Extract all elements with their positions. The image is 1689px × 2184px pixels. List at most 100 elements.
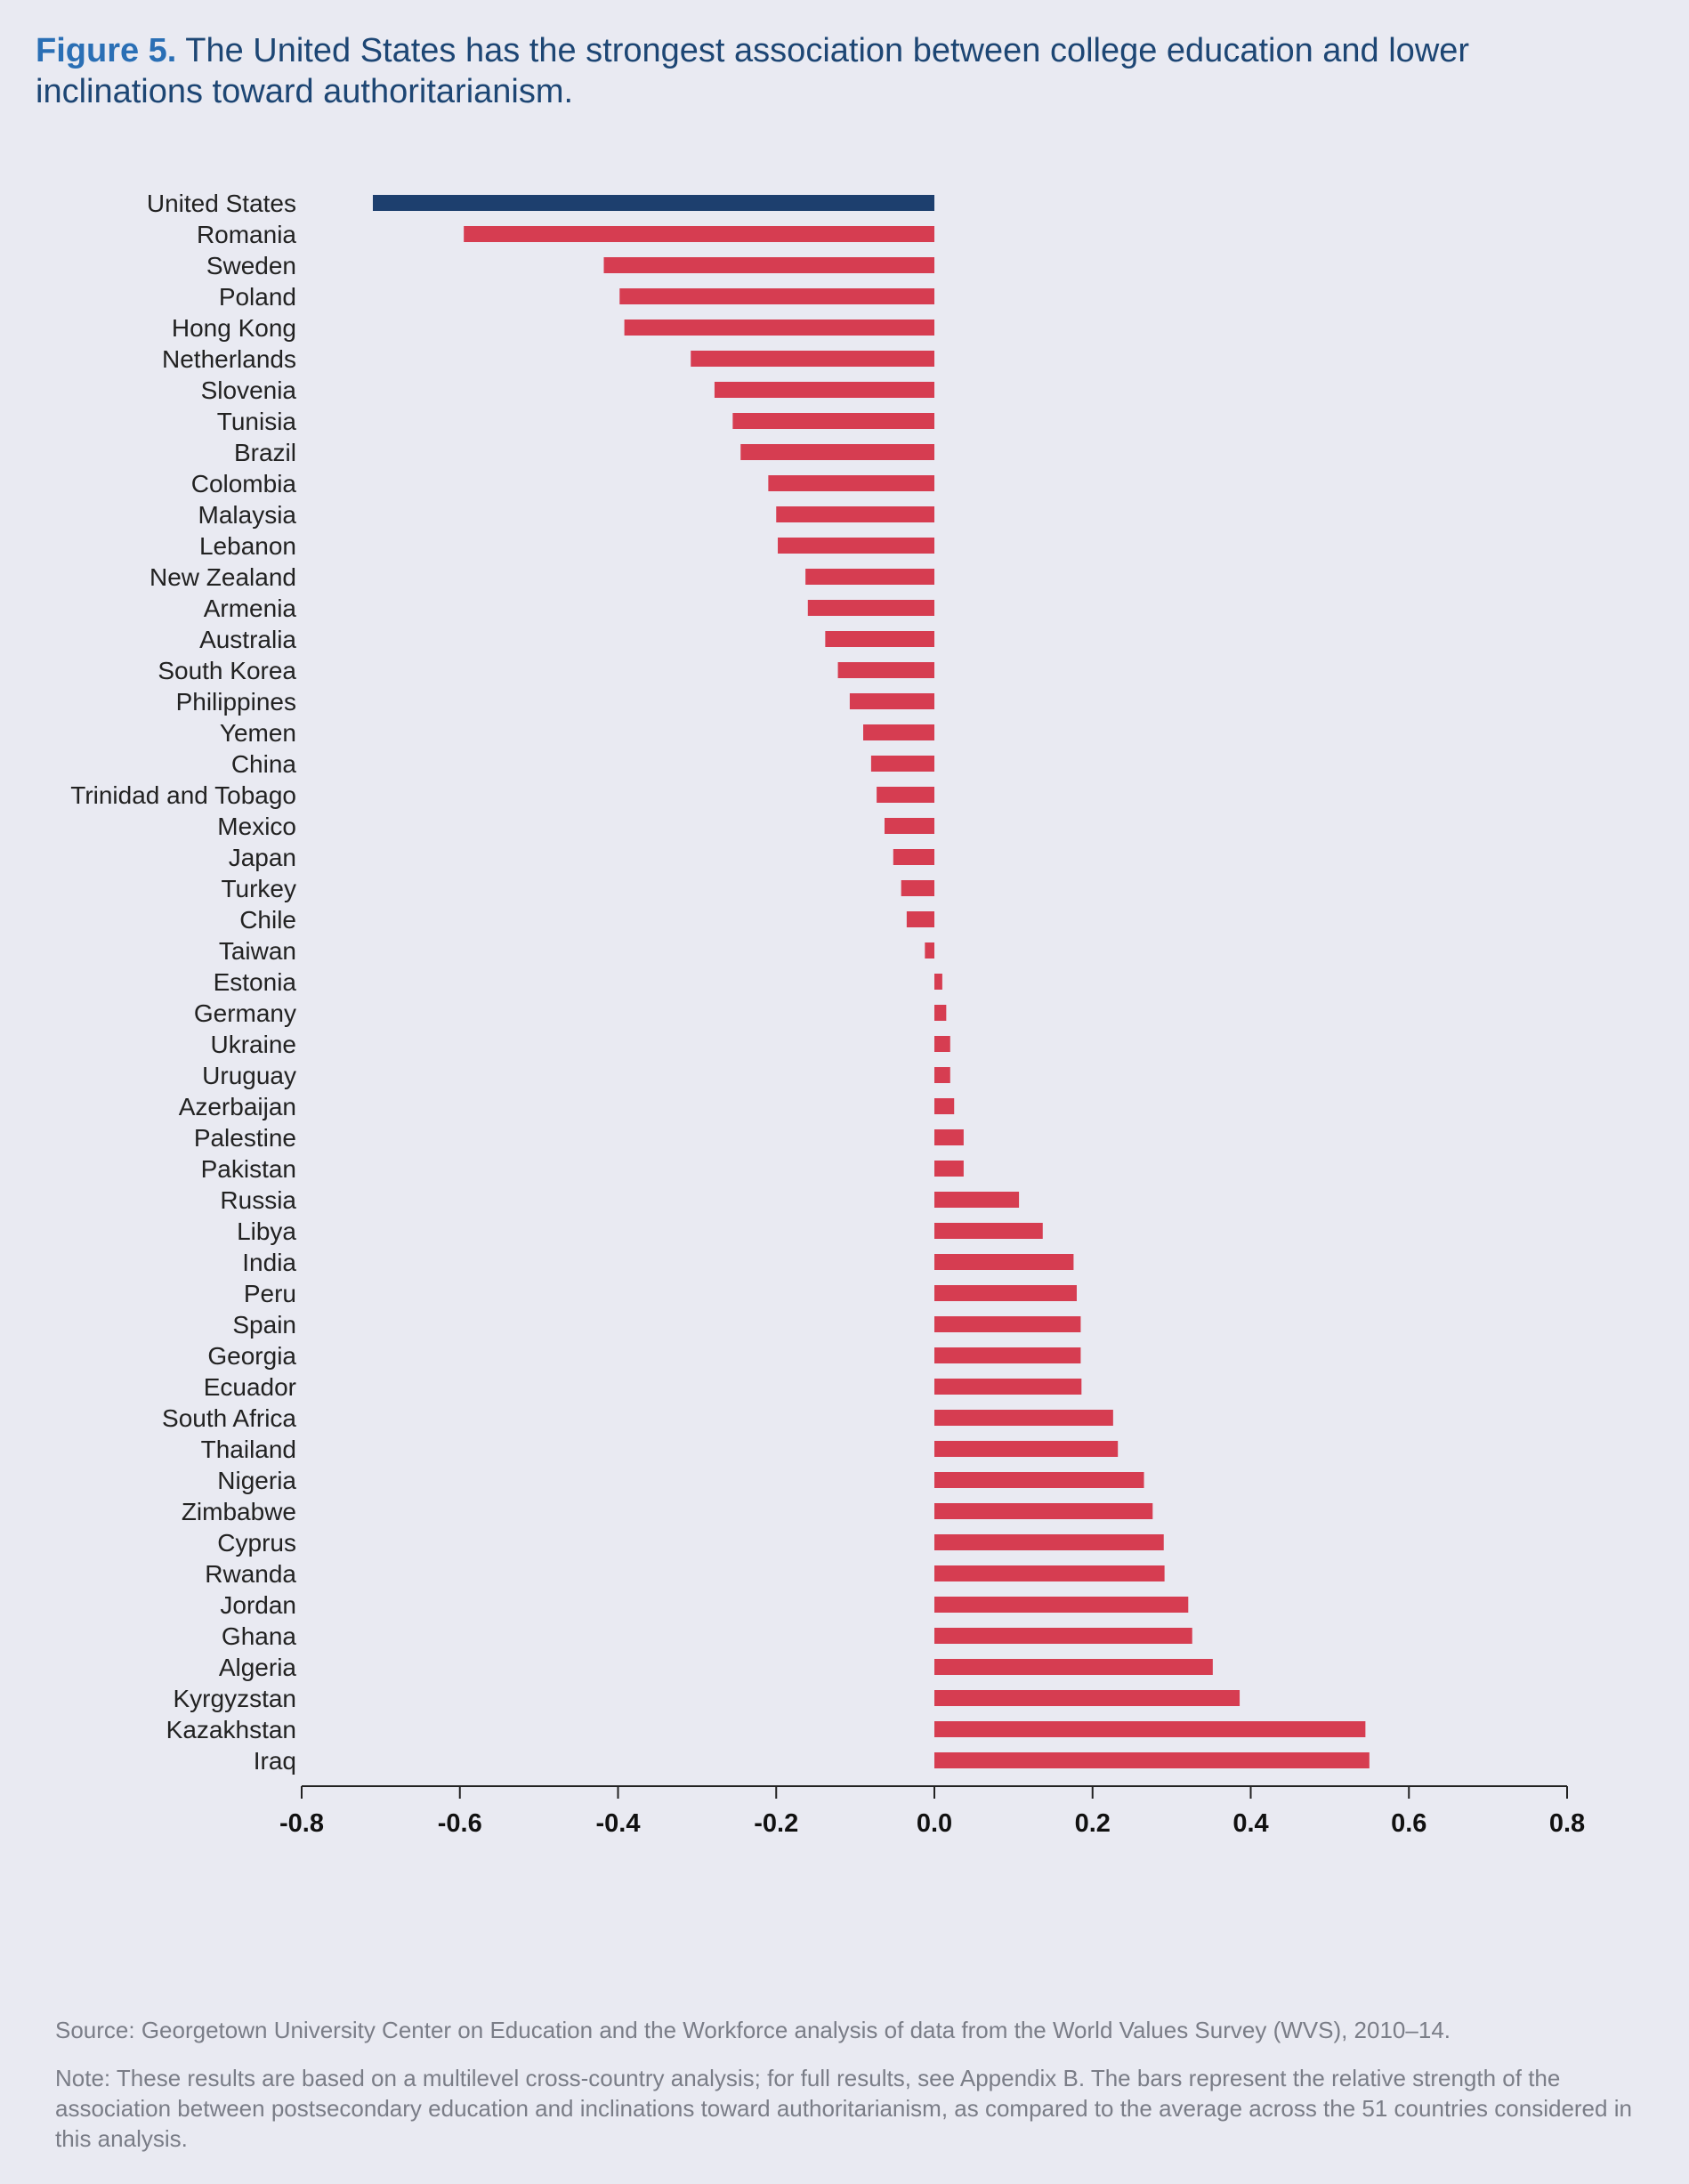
bar-estonia: [934, 974, 942, 990]
bar-kazakhstan: [934, 1721, 1366, 1737]
bar-thailand: [934, 1441, 1119, 1457]
category-label-romania: Romania: [197, 221, 296, 248]
category-label-china: China: [231, 750, 297, 778]
bar-kyrgyzstan: [934, 1690, 1240, 1706]
bar-lebanon: [778, 538, 934, 554]
bar-nigeria: [934, 1472, 1144, 1488]
category-label-mexico: Mexico: [217, 813, 296, 840]
category-label-poland: Poland: [219, 283, 296, 311]
category-label-ecuador: Ecuador: [204, 1373, 296, 1401]
category-label-algeria: Algeria: [219, 1654, 297, 1681]
bar-jordan: [934, 1597, 1189, 1613]
x-tick-label: 0.8: [1549, 1809, 1585, 1838]
category-label-kyrgyzstan: Kyrgyzstan: [174, 1685, 297, 1712]
bar-south-africa: [934, 1410, 1113, 1426]
bar-brazil: [740, 444, 934, 460]
bar-spain: [934, 1316, 1081, 1332]
bar-russia: [934, 1192, 1020, 1208]
bar-turkey: [901, 880, 934, 896]
bar-united-states: [372, 195, 934, 211]
category-label-palestine: Palestine: [194, 1124, 296, 1152]
bar-poland: [619, 288, 934, 304]
category-label-uruguay: Uruguay: [202, 1062, 296, 1089]
category-label-philippines: Philippines: [176, 688, 296, 716]
category-label-tunisia: Tunisia: [217, 408, 297, 435]
bar-philippines: [849, 693, 934, 709]
category-label-brazil: Brazil: [234, 439, 296, 466]
bar-georgia: [934, 1347, 1081, 1363]
category-label-kazakhstan: Kazakhstan: [166, 1716, 296, 1743]
category-label-south-korea: South Korea: [158, 657, 296, 684]
bar-algeria: [934, 1659, 1213, 1675]
category-label-chile: Chile: [239, 906, 296, 934]
category-label-netherlands: Netherlands: [162, 345, 296, 373]
figure-label: Figure 5.: [36, 32, 177, 69]
bar-iraq: [934, 1752, 1370, 1768]
bar-pakistan: [934, 1161, 964, 1177]
category-label-hong-kong: Hong Kong: [172, 314, 296, 342]
category-label-cyprus: Cyprus: [217, 1529, 296, 1557]
category-label-estonia: Estonia: [214, 968, 297, 996]
bar-taiwan: [925, 942, 934, 959]
category-label-rwanda: Rwanda: [205, 1560, 296, 1588]
category-label-taiwan: Taiwan: [219, 937, 296, 965]
category-label-azerbaijan: Azerbaijan: [179, 1093, 296, 1120]
category-label-united-states: United States: [147, 190, 296, 217]
category-label-japan: Japan: [229, 844, 296, 871]
bar-japan: [893, 849, 934, 865]
bar-hong-kong: [624, 320, 934, 336]
bar-malaysia: [776, 506, 934, 522]
category-label-colombia: Colombia: [191, 470, 297, 497]
x-tick-label: -0.6: [438, 1809, 482, 1838]
bar-uruguay: [934, 1067, 950, 1083]
bar-colombia: [768, 475, 934, 491]
category-label-spain: Spain: [232, 1311, 296, 1339]
bar-india: [934, 1254, 1074, 1270]
category-label-pakistan: Pakistan: [201, 1155, 296, 1183]
category-label-nigeria: Nigeria: [217, 1467, 296, 1494]
category-label-trinidad-and-tobago: Trinidad and Tobago: [70, 781, 296, 809]
bar-mexico: [885, 818, 934, 834]
category-label-sweden: Sweden: [206, 252, 296, 279]
bar-palestine: [934, 1129, 964, 1145]
x-tick-label: 0.6: [1391, 1809, 1426, 1838]
category-label-russia: Russia: [220, 1186, 296, 1214]
methodology-note: Note: These results are based on a multi…: [55, 2065, 1632, 2152]
category-label-germany: Germany: [194, 999, 296, 1027]
category-label-libya: Libya: [237, 1217, 296, 1245]
bar-china: [870, 756, 934, 772]
bar-armenia: [807, 600, 934, 616]
category-label-ukraine: Ukraine: [211, 1031, 296, 1058]
category-label-jordan: Jordan: [220, 1591, 296, 1619]
source-note: Source: Georgetown University Center on …: [55, 2017, 1451, 2043]
bar-tunisia: [732, 413, 934, 429]
bar-chile: [906, 911, 934, 927]
bar-australia: [825, 631, 934, 647]
figure-title-text: The United States has the strongest asso…: [36, 32, 1470, 110]
category-label-yemen: Yemen: [220, 719, 296, 747]
x-tick-label: -0.8: [279, 1809, 324, 1838]
bar-new-zealand: [805, 569, 934, 585]
bar-yemen: [863, 724, 934, 740]
x-tick-label: -0.4: [596, 1809, 641, 1838]
bar-ukraine: [934, 1036, 950, 1052]
category-label-peru: Peru: [244, 1280, 296, 1307]
category-label-lebanon: Lebanon: [199, 532, 296, 560]
bar-rwanda: [934, 1565, 1165, 1581]
x-tick-label: 0.0: [917, 1809, 952, 1838]
bar-cyprus: [934, 1534, 1164, 1550]
category-label-turkey: Turkey: [221, 875, 296, 902]
category-label-thailand: Thailand: [201, 1436, 296, 1463]
category-label-zimbabwe: Zimbabwe: [182, 1498, 296, 1525]
bar-libya: [934, 1223, 1043, 1239]
category-label-armenia: Armenia: [204, 595, 297, 622]
bar-romania: [464, 226, 934, 242]
x-tick-label: -0.2: [754, 1809, 798, 1838]
bar-peru: [934, 1285, 1077, 1301]
bar-germany: [934, 1005, 947, 1021]
category-label-georgia: Georgia: [207, 1342, 296, 1370]
bar-ecuador: [934, 1379, 1082, 1395]
category-label-ghana: Ghana: [222, 1622, 296, 1650]
category-label-south-africa: South Africa: [162, 1404, 296, 1432]
category-label-iraq: Iraq: [254, 1747, 296, 1775]
